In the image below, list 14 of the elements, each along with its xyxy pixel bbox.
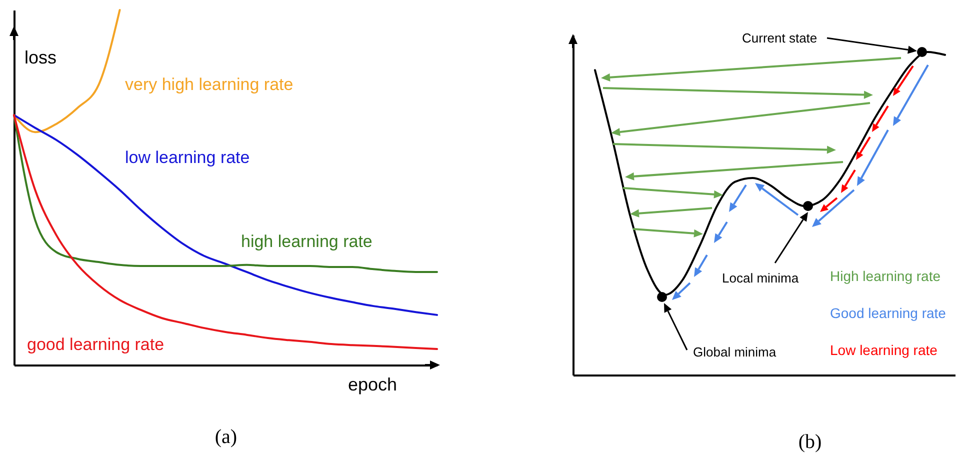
y-axis-title: loss [24, 48, 57, 68]
annotation: High learning rate [830, 268, 941, 284]
text: (b) [798, 431, 822, 453]
series-label: high learning rate [241, 232, 372, 251]
series-label: good learning rate [27, 335, 164, 354]
series-label: low learning rate [125, 148, 250, 167]
text: (a) [214, 426, 238, 448]
annotation: Global minima [693, 344, 776, 360]
annotation: Good learning rate [830, 305, 946, 321]
series-label: very high learning rate [125, 75, 294, 94]
x-axis-title: epoch [348, 374, 398, 394]
text: Current state [742, 30, 818, 46]
annotation: Low learning rate [830, 342, 938, 358]
annotation: Local minima [722, 270, 799, 286]
